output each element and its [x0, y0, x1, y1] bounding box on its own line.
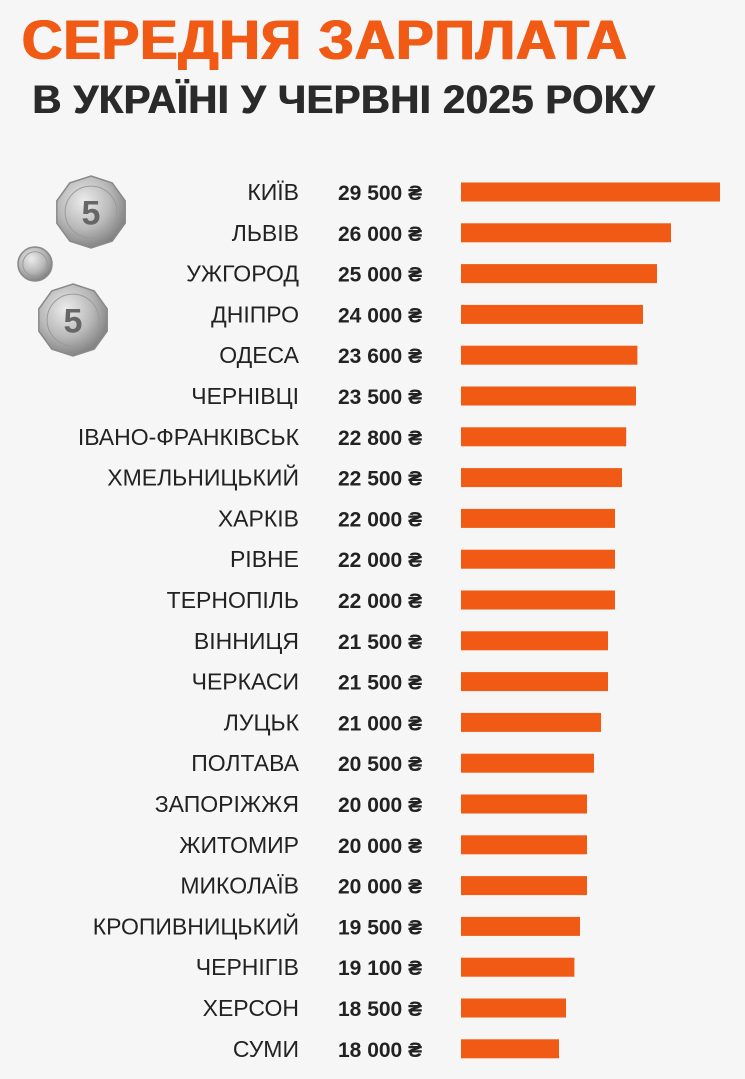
chart-title: СЕРЕДНЯ ЗАРПЛАТА	[22, 8, 628, 71]
city-label: КРОПИВНИЦЬКИЙ	[93, 912, 299, 939]
salary-bar	[461, 794, 587, 814]
hryvnia-5-coin-icon	[38, 283, 108, 357]
salary-bar	[461, 1039, 559, 1059]
city-label: УЖГОРОД	[186, 261, 299, 287]
salary-bar	[461, 753, 594, 773]
value-label: 24 000 ₴	[338, 304, 422, 327]
city-label: МИКОЛАЇВ	[180, 873, 299, 899]
value-label: 21 500 ₴	[338, 672, 422, 695]
city-label: ЛЬВІВ	[232, 220, 299, 246]
coins-decoration: 55	[17, 175, 126, 357]
value-label: 22 500 ₴	[338, 468, 422, 491]
value-label: 19 100 ₴	[338, 957, 422, 980]
salary-bar	[461, 508, 615, 528]
city-label: ЧЕРНІВЦІ	[191, 383, 299, 409]
value-label: 20 000 ₴	[338, 876, 422, 899]
coin-rim	[64, 185, 118, 239]
city-label: ІВАНО-ФРАНКІВСЬК	[78, 424, 300, 450]
city-label: ЛУЦЬК	[224, 709, 300, 735]
city-label: ДНІПРО	[211, 301, 299, 327]
salary-bar	[461, 631, 608, 651]
salary-bar	[461, 998, 566, 1018]
city-label: ХАРКІВ	[218, 505, 299, 531]
value-label: 26 000 ₴	[338, 223, 422, 246]
city-label: СУМИ	[233, 1036, 299, 1062]
value-label: 23 600 ₴	[338, 345, 422, 368]
city-label: ВІННИЦЯ	[194, 628, 299, 654]
coin-rim	[46, 293, 100, 347]
salary-bar	[461, 672, 608, 692]
value-label: 18 500 ₴	[338, 998, 422, 1021]
value-label: 22 000 ₴	[338, 508, 422, 531]
chart-subtitle: В УКРАЇНІ У ЧЕРВНІ 2025 РОКУ	[32, 78, 655, 122]
value-label: 22 000 ₴	[338, 549, 422, 572]
coin-numeral: 5	[64, 303, 83, 341]
value-label: 29 500 ₴	[338, 182, 422, 205]
salary-bar	[461, 182, 720, 202]
coin-rim	[22, 251, 48, 277]
salary-bar	[461, 835, 587, 855]
salary-bar	[461, 468, 622, 488]
coin-numeral: 5	[82, 195, 101, 233]
value-label: 22 800 ₴	[338, 427, 422, 450]
city-label: ЗАПОРІЖЖЯ	[155, 791, 299, 817]
salary-bar	[461, 223, 671, 243]
salary-bar	[461, 386, 636, 406]
salary-bar	[461, 427, 627, 447]
value-label: 25 000 ₴	[338, 264, 422, 287]
city-label: ПОЛТАВА	[191, 750, 299, 776]
city-label: РІВНЕ	[230, 546, 299, 572]
value-label: 20 000 ₴	[338, 794, 422, 817]
value-label: 23 500 ₴	[338, 386, 422, 409]
value-label: 21 500 ₴	[338, 631, 422, 654]
salary-bar	[461, 957, 575, 977]
city-label: ХЕРСОН	[203, 995, 299, 1021]
city-label: КИЇВ	[247, 179, 299, 205]
value-label: 22 000 ₴	[338, 590, 422, 613]
city-label: ЧЕРНІГІВ	[196, 954, 299, 980]
hryvnia-5-coin-icon	[56, 175, 126, 249]
salary-bar	[461, 590, 615, 610]
value-label: 20 500 ₴	[338, 753, 422, 776]
city-label: ХМЕЛЬНИЦЬКИЙ	[107, 464, 299, 491]
salary-bar	[461, 345, 638, 365]
value-label: 18 000 ₴	[338, 1039, 422, 1062]
salary-bar	[461, 549, 615, 569]
salary-bar	[461, 264, 657, 284]
city-label: ЧЕРКАСИ	[192, 669, 299, 695]
salary-bar	[461, 876, 587, 896]
value-label: 20 000 ₴	[338, 835, 422, 858]
salary-bar	[461, 304, 643, 324]
salary-bar	[461, 916, 580, 936]
value-label: 21 000 ₴	[338, 712, 422, 735]
salary-bar	[461, 712, 601, 732]
value-label: 19 500 ₴	[338, 916, 422, 939]
city-label: ТЕРНОПІЛЬ	[167, 587, 299, 613]
city-label: ЖИТОМИР	[179, 832, 299, 858]
city-label: ОДЕСА	[219, 342, 299, 368]
